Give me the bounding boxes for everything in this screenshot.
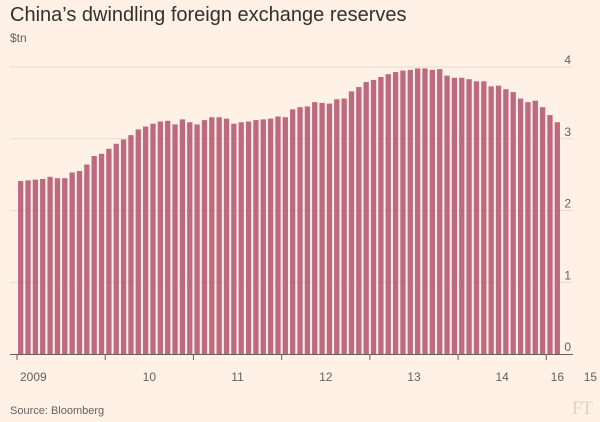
- y-tick-label: 1: [564, 268, 571, 282]
- bar: [503, 89, 509, 355]
- bar: [40, 178, 46, 354]
- bar: [282, 117, 288, 354]
- bar: [319, 102, 325, 354]
- bar: [216, 117, 222, 354]
- bar: [488, 86, 494, 354]
- bar: [135, 129, 141, 354]
- bar: [275, 116, 281, 354]
- chart-title: China’s dwindling foreign exchange reser…: [10, 4, 407, 26]
- bar: [422, 68, 428, 354]
- bar: [179, 119, 186, 354]
- x-tick-label: 10: [143, 370, 157, 384]
- bar: [547, 115, 553, 354]
- bar: [312, 102, 318, 354]
- bar: [348, 91, 355, 355]
- bar: [106, 148, 112, 354]
- bar: [510, 92, 516, 355]
- bar: [341, 98, 347, 354]
- bar: [76, 171, 83, 354]
- bar: [326, 103, 333, 354]
- bar: [223, 118, 230, 354]
- y-tick-label: 0: [564, 340, 571, 354]
- x-tick-label: 13: [407, 370, 421, 384]
- bar: [84, 164, 90, 354]
- bar: [400, 70, 406, 355]
- bar: [267, 118, 274, 354]
- bar: [231, 123, 237, 355]
- x-tick-label: 11: [231, 370, 244, 384]
- x-tick-label: 16: [551, 370, 565, 384]
- bar: [18, 181, 24, 354]
- x-tick-label: 12: [319, 370, 333, 384]
- bar: [69, 172, 75, 354]
- bar: [128, 135, 134, 354]
- bar: [525, 102, 531, 354]
- bar: [209, 117, 215, 354]
- bar: [113, 143, 119, 354]
- y-tick-label: 3: [564, 125, 571, 139]
- bar: [165, 120, 171, 354]
- x-tick-label: 14: [496, 370, 510, 384]
- bar: [444, 75, 450, 355]
- bar: [238, 122, 244, 354]
- bar: [32, 179, 39, 354]
- bar: [363, 82, 369, 354]
- bar: [451, 77, 458, 354]
- ft-logo: FT: [571, 398, 593, 419]
- bar: [392, 72, 399, 355]
- y-tick-label: 4: [564, 53, 571, 67]
- bar: [54, 178, 61, 354]
- unit-label: $tn: [10, 31, 27, 45]
- bar: [25, 180, 31, 354]
- bar: [150, 123, 156, 355]
- bar: [481, 81, 487, 354]
- bar: [157, 121, 163, 354]
- bar: [356, 87, 362, 354]
- x-tick-label: 15: [584, 370, 598, 384]
- bar: [260, 119, 266, 354]
- bar: [304, 106, 311, 355]
- bar: [245, 121, 252, 354]
- bar: [407, 69, 413, 355]
- bar: [334, 99, 340, 354]
- bar: [539, 107, 546, 355]
- bar: [554, 122, 560, 354]
- bar: [297, 107, 303, 355]
- bar: [91, 155, 97, 354]
- bar: [459, 77, 465, 354]
- bar: [62, 178, 68, 354]
- bar: [143, 126, 149, 355]
- bar: [370, 79, 377, 354]
- bar: [385, 74, 391, 355]
- source-note: Source: Bloomberg: [10, 405, 105, 417]
- bar: [429, 69, 435, 355]
- bar: [415, 68, 421, 354]
- bar: [98, 153, 105, 354]
- bar: [187, 122, 193, 354]
- bar: [378, 77, 384, 355]
- x-tick-label: 2009: [20, 370, 47, 384]
- bar: [473, 81, 480, 354]
- y-tick-label: 2: [564, 197, 571, 211]
- bar: [532, 100, 538, 354]
- bar: [120, 139, 127, 354]
- bar: [466, 79, 472, 354]
- bar: [495, 85, 502, 354]
- bar: [194, 124, 200, 355]
- bar: [437, 69, 443, 354]
- bar: [172, 124, 178, 355]
- bar: [47, 176, 53, 354]
- bar: [253, 120, 259, 354]
- bar: [201, 120, 208, 354]
- bar: [290, 109, 296, 355]
- bar: [517, 98, 524, 354]
